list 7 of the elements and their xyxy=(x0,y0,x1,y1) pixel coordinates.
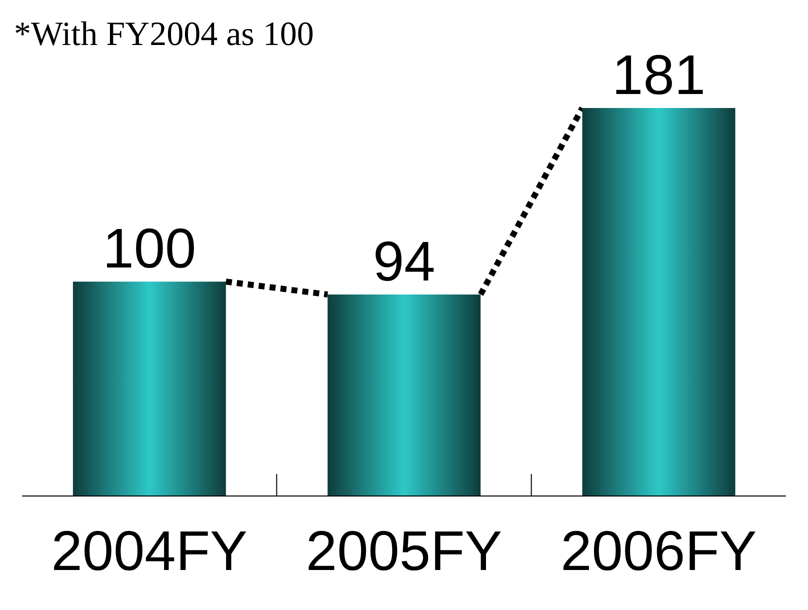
x-tick-label: 2005FY xyxy=(306,519,502,582)
data-label: 94 xyxy=(372,229,436,292)
data-label: 100 xyxy=(102,216,196,280)
x-tick-label: 2004FY xyxy=(51,519,248,582)
text: *With FY2004 as 100 xyxy=(14,16,314,54)
data-label: 181 xyxy=(612,43,706,106)
x-tick-label: 2006FY xyxy=(560,519,757,582)
